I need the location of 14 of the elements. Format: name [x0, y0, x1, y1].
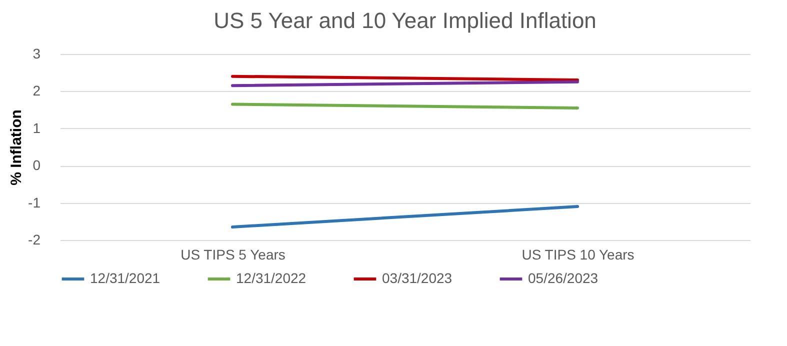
y-tick-label: -2 [28, 232, 41, 248]
chart-title: US 5 Year and 10 Year Implied Inflation [214, 8, 596, 33]
legend-label: 03/31/2023 [382, 270, 452, 286]
y-axis-title: % Inflation [8, 110, 26, 186]
y-tick-label: 1 [32, 120, 41, 136]
legend-label: 12/31/2021 [90, 270, 160, 286]
y-tick-label: -1 [28, 194, 41, 210]
legend-label: 12/31/2022 [236, 270, 306, 286]
y-tick-label: 2 [32, 82, 41, 99]
x-tick-label: US TIPS 10 Years [522, 246, 634, 262]
legend-label: 05/26/2023 [528, 270, 598, 286]
x-tick-label: US TIPS 5 Years [180, 246, 286, 262]
y-tick-label: 0 [32, 157, 41, 174]
y-tick-label: 3 [32, 46, 41, 62]
